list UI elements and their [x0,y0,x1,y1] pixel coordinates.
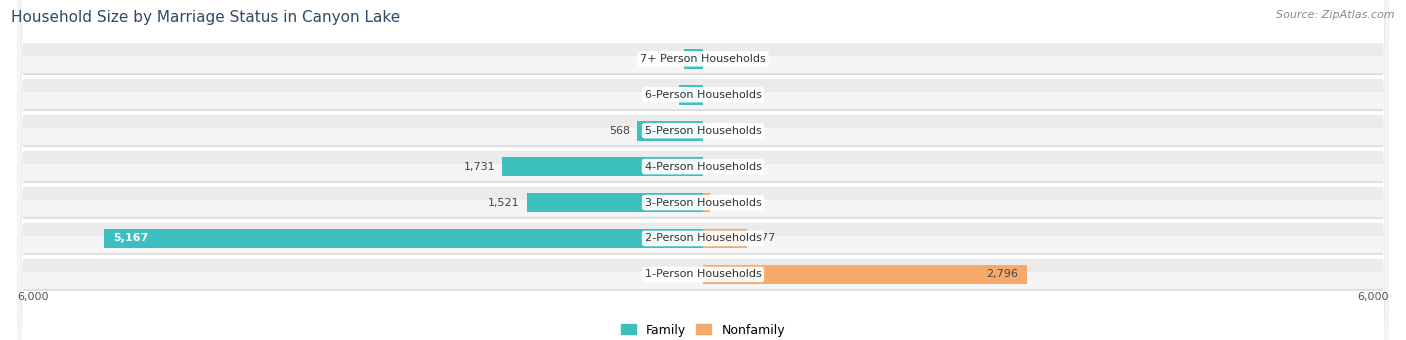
FancyBboxPatch shape [17,0,1389,340]
FancyBboxPatch shape [18,0,1388,340]
Text: 1,731: 1,731 [464,162,495,172]
FancyBboxPatch shape [17,0,1389,340]
Text: 7+ Person Households: 7+ Person Households [640,54,766,64]
Text: 0: 0 [717,90,724,100]
Bar [703,228,747,248]
Text: 6,000: 6,000 [1357,292,1389,302]
Text: 2,796: 2,796 [986,269,1018,279]
Text: 0: 0 [682,269,689,279]
Text: 6,000: 6,000 [17,292,49,302]
Text: 2-Person Households: 2-Person Households [644,234,762,243]
Bar [104,228,703,248]
Text: 0: 0 [717,54,724,64]
FancyBboxPatch shape [17,0,1389,340]
Text: 5,167: 5,167 [112,234,148,243]
Text: 4-Person Households: 4-Person Households [644,162,762,172]
Text: 0: 0 [717,162,724,172]
Text: 160: 160 [657,54,678,64]
FancyBboxPatch shape [17,0,1389,340]
FancyBboxPatch shape [17,0,1389,340]
FancyBboxPatch shape [18,0,1388,340]
FancyBboxPatch shape [17,0,1389,340]
Text: 377: 377 [754,234,775,243]
FancyBboxPatch shape [18,0,1388,340]
Text: 1,521: 1,521 [488,198,520,207]
FancyBboxPatch shape [17,0,1389,340]
Text: 60: 60 [717,198,731,207]
Bar [679,85,703,105]
FancyBboxPatch shape [18,0,1388,340]
FancyBboxPatch shape [18,0,1388,340]
Bar [685,49,703,69]
FancyBboxPatch shape [17,0,1389,340]
Text: Source: ZipAtlas.com: Source: ZipAtlas.com [1277,10,1395,20]
FancyBboxPatch shape [17,0,1389,340]
FancyBboxPatch shape [18,0,1388,340]
Text: 6-Person Households: 6-Person Households [644,90,762,100]
Bar [703,193,710,212]
Text: Household Size by Marriage Status in Canyon Lake: Household Size by Marriage Status in Can… [11,10,401,25]
FancyBboxPatch shape [18,0,1388,340]
FancyBboxPatch shape [17,0,1389,340]
Text: 3-Person Households: 3-Person Households [644,198,762,207]
Bar [703,265,1028,284]
Text: 568: 568 [609,126,630,136]
FancyBboxPatch shape [17,0,1389,340]
Text: 1-Person Households: 1-Person Households [644,269,762,279]
Bar [527,193,703,212]
Bar [637,121,703,140]
FancyBboxPatch shape [17,0,1389,340]
FancyBboxPatch shape [17,0,1389,340]
Bar [502,157,703,176]
Text: 1: 1 [717,126,724,136]
Text: 208: 208 [651,90,672,100]
Legend: Family, Nonfamily: Family, Nonfamily [616,319,790,340]
Text: 5-Person Households: 5-Person Households [644,126,762,136]
FancyBboxPatch shape [17,0,1389,340]
